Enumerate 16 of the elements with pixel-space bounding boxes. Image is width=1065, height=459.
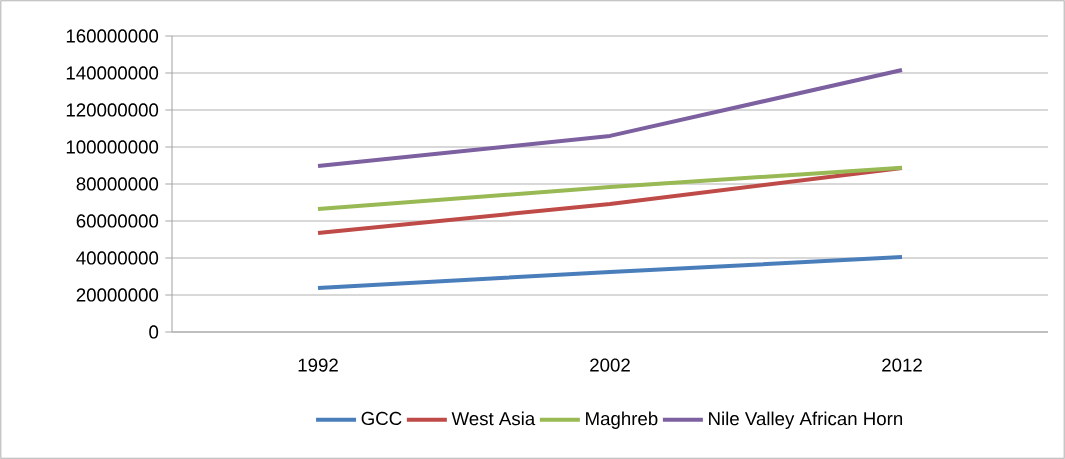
legend-label: Maghreb: [586, 411, 658, 429]
legend-label: Nile Valley African Horn: [709, 411, 903, 429]
y-tick-label: 80000000: [76, 177, 159, 191]
x-tick-label: 2002: [590, 358, 630, 372]
x-tick-label: 2012: [882, 358, 922, 372]
y-tick-label: 20000000: [76, 288, 159, 302]
legend-label: West Asia: [451, 411, 536, 426]
y-tick-label: 100000000: [66, 140, 159, 154]
y-tick-label: 40000000: [76, 251, 159, 265]
y-tick-label: 120000000: [66, 103, 159, 117]
y-tick-label: 160000000: [66, 29, 159, 43]
y-tick-label: 140000000: [66, 66, 159, 80]
y-tick-label: 0: [149, 325, 159, 339]
x-tick-label: 1992: [298, 358, 338, 372]
y-tick-label: 60000000: [76, 214, 159, 228]
legend-label: GCC: [361, 411, 402, 426]
